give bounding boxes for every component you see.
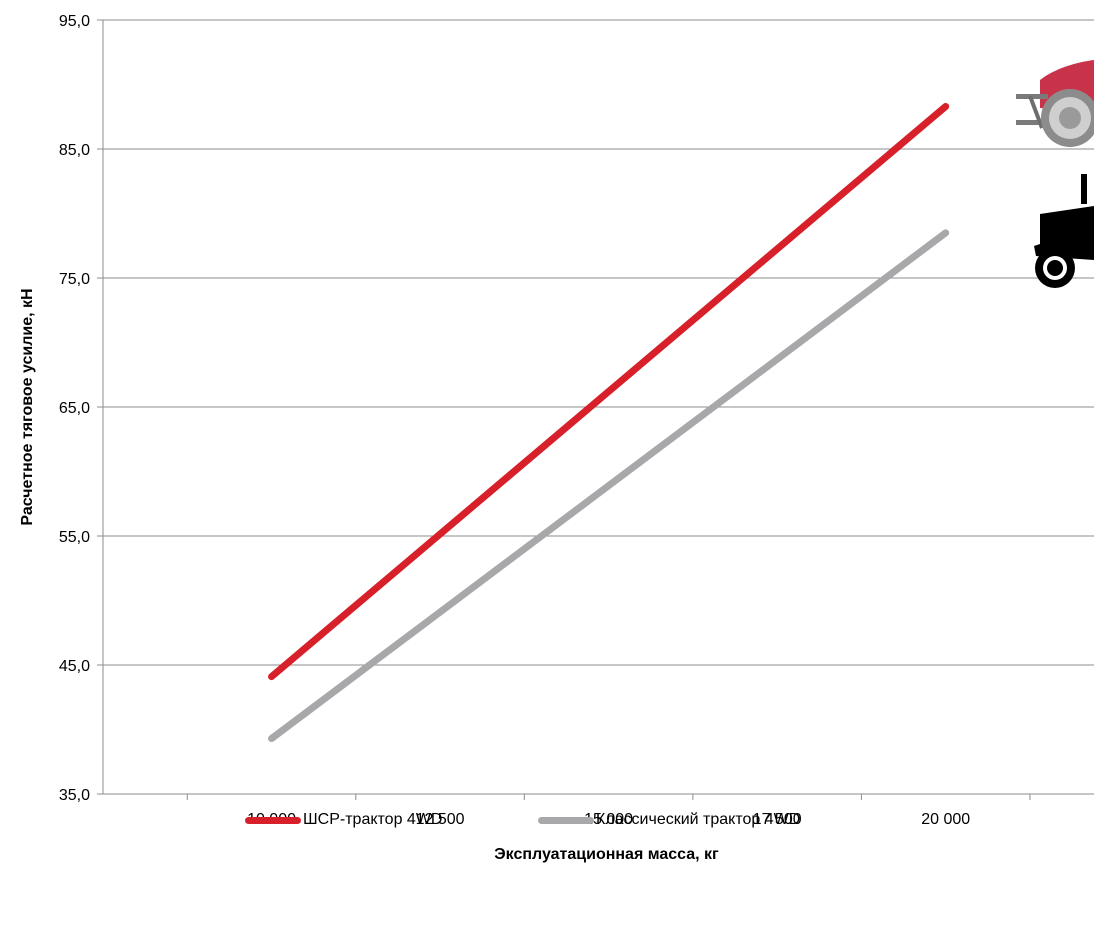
series-lines	[268, 102, 950, 743]
y-axis-tick-labels: 35,0 45,0 55,0 65,0 75,0 85,0 95,0	[59, 13, 90, 804]
y-tick-label: 75,0	[59, 271, 90, 288]
series-line	[268, 229, 950, 743]
y-tick-label: 55,0	[59, 529, 90, 546]
y-tick-label: 65,0	[59, 400, 90, 417]
y-tick-label: 95,0	[59, 13, 90, 30]
axes	[97, 19, 1094, 800]
gridlines	[103, 19, 1094, 666]
legend-swatch-red	[245, 816, 301, 824]
legend-label: Классический трактор 4WD	[596, 811, 801, 828]
series-line	[268, 102, 950, 681]
x-tick-label: 15 000	[584, 811, 633, 828]
legend-label: ШСР-трактор 4WD	[303, 811, 443, 828]
y-tick-label: 85,0	[59, 142, 90, 159]
y-tick-label: 35,0	[59, 787, 90, 804]
legend-swatch-gray	[538, 816, 594, 824]
legend: ШСР-трактор 4WD Классический трактор 4WD	[0, 800, 1094, 840]
x-tick-label: 20 000	[921, 811, 970, 828]
legend-item-shsr: ШСР-трактор 4WD	[245, 800, 442, 840]
y-axis-title: Расчетное тяговое усилие, кН	[19, 288, 36, 525]
black-tractor-silhouette-icon	[1034, 174, 1094, 288]
legend-item-classic: Классический трактор 4WD	[538, 800, 800, 840]
x-tick-label: 12 500	[416, 811, 465, 828]
y-tick-label: 45,0	[59, 658, 90, 675]
x-tick-label: 17 500	[753, 811, 802, 828]
red-tractor-icon	[1016, 60, 1094, 147]
x-axis-title: Эксплуатационная масса, кг	[494, 846, 719, 863]
